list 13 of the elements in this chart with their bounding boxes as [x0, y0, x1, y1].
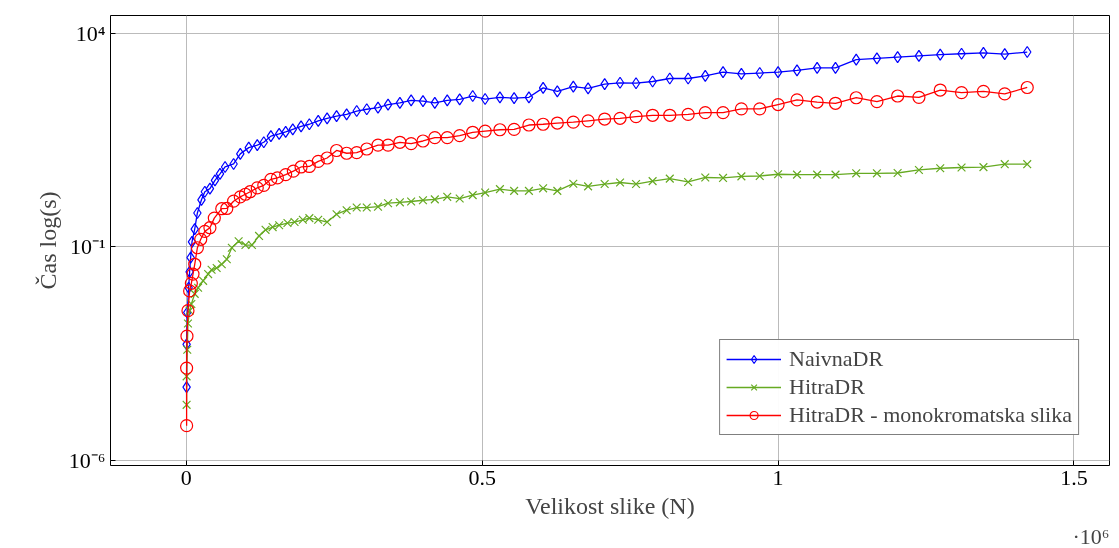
legend-label: NaivnaDR: [789, 346, 884, 372]
y-tick-label: 10⁻¹: [69, 234, 106, 260]
x-tick-label: 0.5: [468, 464, 496, 490]
text: ·10⁶: [1072, 523, 1110, 548]
legend-label: HitraDR: [789, 374, 865, 400]
y-axis-title: Čas log(s): [34, 191, 61, 290]
y-tick-label: 10⁻⁶: [68, 447, 106, 473]
legend-label: HitraDR - monokromatska slika: [789, 402, 1072, 428]
x-tick-label: 1: [772, 464, 784, 490]
x-tick-label: 0: [180, 464, 192, 490]
x-axis-title: Velikost slike (N): [525, 492, 695, 519]
x-tick-label: 1.5: [1060, 464, 1088, 490]
y-tick-label: 10⁴: [75, 20, 106, 46]
